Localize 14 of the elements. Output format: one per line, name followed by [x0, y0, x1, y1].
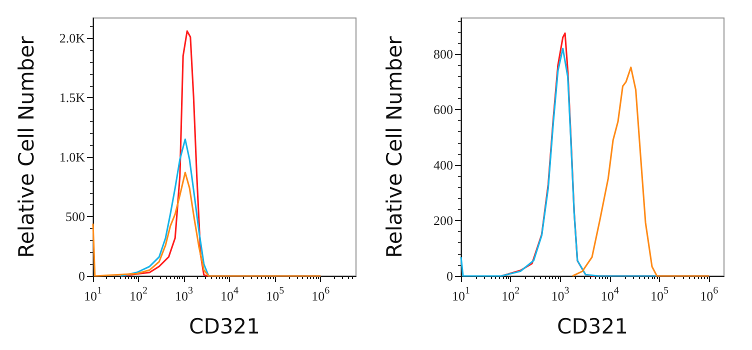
y-axis-title: Relative Cell Number — [14, 36, 38, 258]
y-axis-title: Relative Cell Number — [382, 36, 406, 258]
y-tick-label: 1.0K — [59, 150, 86, 165]
y-tick-label: 2.0K — [59, 30, 86, 46]
x-axis-title: CD321 — [557, 314, 628, 338]
y-tick-label: 1.5K — [59, 90, 86, 106]
y-tick-label: 500 — [66, 209, 85, 224]
y-tick-label: 0 — [446, 268, 453, 284]
y-tick-label: 600 — [434, 102, 453, 118]
y-tick-label: 400 — [434, 158, 453, 173]
y-tick-label: 200 — [434, 213, 453, 228]
y-tick-label: 0 — [78, 268, 85, 284]
y-tick-label: 800 — [434, 46, 453, 62]
x-axis-title: CD321 — [189, 314, 260, 338]
